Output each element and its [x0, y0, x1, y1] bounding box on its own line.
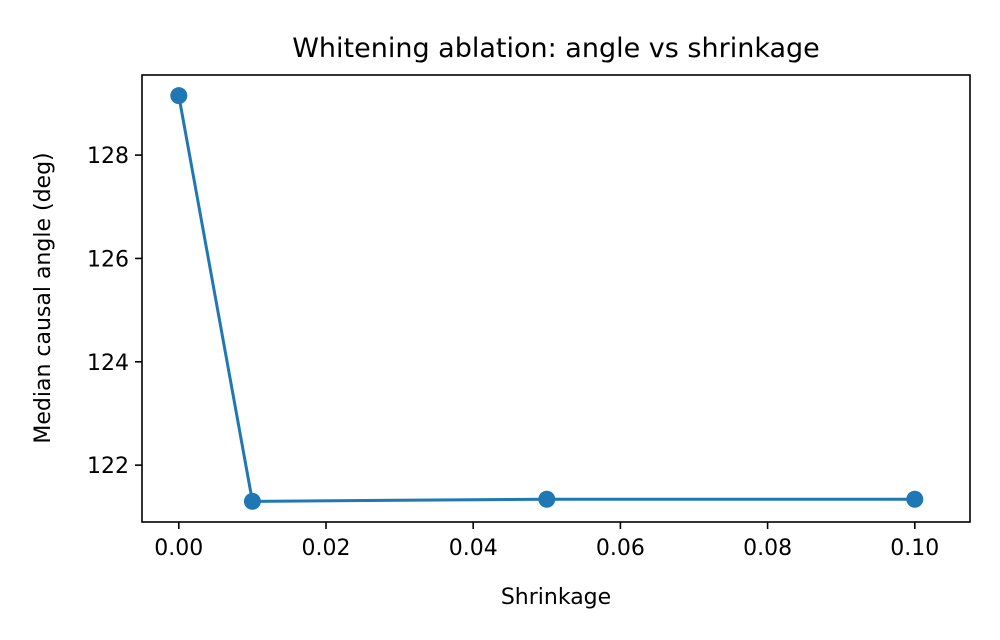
plot-area — [170, 87, 924, 510]
y-axis-label: Median causal angle (deg) — [31, 152, 56, 443]
x-tick-label: 0.08 — [743, 536, 792, 561]
axes: 0.00 0.02 0.04 0.06 0.08 0.10 122 124 126 128 — [87, 74, 971, 561]
data-point — [170, 87, 188, 105]
x-tick-label: 0.06 — [596, 536, 645, 561]
x-tick-label: 0.04 — [449, 536, 498, 561]
y-tick-label: 124 — [87, 351, 129, 376]
x-tick-label: 0.00 — [154, 536, 203, 561]
data-point — [243, 492, 261, 510]
data-point — [906, 490, 924, 508]
series-line — [177, 94, 917, 503]
y-tick-label: 126 — [87, 247, 129, 272]
x-axis-label: Shrinkage — [501, 585, 611, 610]
data-point — [538, 490, 556, 508]
x-tick-label: 0.10 — [890, 536, 939, 561]
y-tick-label: 122 — [87, 454, 129, 479]
chart-title: Whitening ablation: angle vs shrinkage — [292, 33, 820, 64]
y-tick-label: 128 — [87, 144, 129, 169]
x-tick-label: 0.02 — [302, 536, 351, 561]
axes-frame — [141, 74, 971, 523]
